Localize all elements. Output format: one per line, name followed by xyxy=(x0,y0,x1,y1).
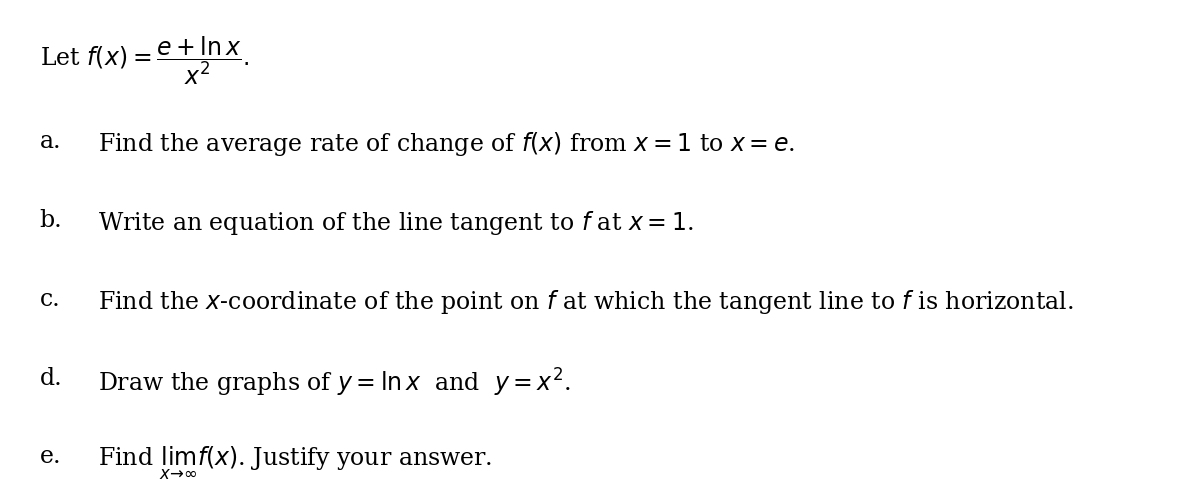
Text: c.: c. xyxy=(40,288,60,311)
Text: d.: d. xyxy=(40,367,62,390)
Text: Find the $x$-coordinate of the point on $f$ at which the tangent line to $f$ is : Find the $x$-coordinate of the point on … xyxy=(98,288,1074,316)
Text: e.: e. xyxy=(40,445,61,468)
Text: Find the average rate of change of $f(x)$ from $x = 1$ to $x = e$.: Find the average rate of change of $f(x)… xyxy=(98,130,796,158)
Text: Find $\lim_{x\to\infty} f(x)$. Justify your answer.: Find $\lim_{x\to\infty} f(x)$. Justify y… xyxy=(98,445,493,483)
Text: Let $f(x) = \dfrac{e+\ln x}{x^2}.$: Let $f(x) = \dfrac{e+\ln x}{x^2}.$ xyxy=(40,34,248,87)
Text: a.: a. xyxy=(40,130,61,154)
Text: b.: b. xyxy=(40,209,62,232)
Text: Draw the graphs of $y = \ln x$  and  $y = x^2$.: Draw the graphs of $y = \ln x$ and $y = … xyxy=(98,367,571,399)
Text: Write an equation of the line tangent to $f$ at $x = 1$.: Write an equation of the line tangent to… xyxy=(98,209,694,237)
